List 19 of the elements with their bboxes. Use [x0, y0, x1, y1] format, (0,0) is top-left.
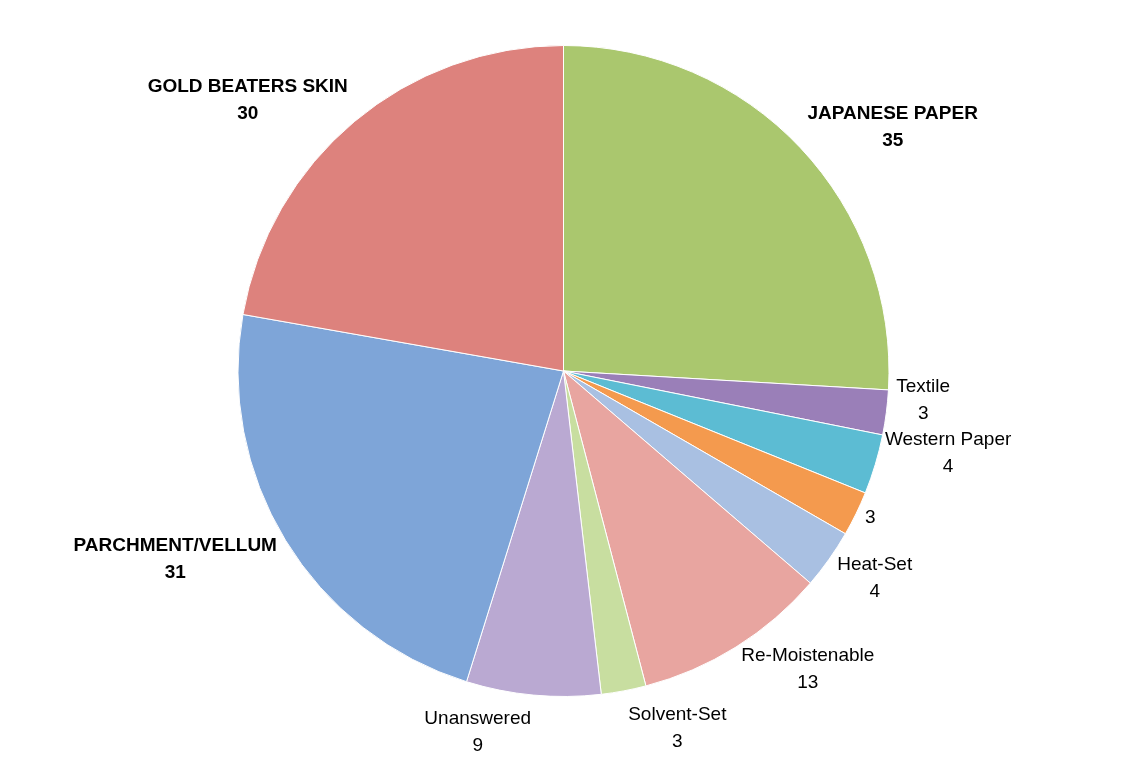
- slice-label: Re-Moistenable: [741, 643, 875, 665]
- data-label: 4: [942, 455, 954, 477]
- slice-label: Heat-Set: [837, 553, 913, 575]
- data-label: 13: [797, 670, 819, 692]
- data-label: 9: [472, 734, 483, 756]
- data-label: 31: [164, 560, 187, 582]
- data-label: 4: [869, 580, 881, 602]
- slice-label: Textile: [896, 375, 951, 397]
- data-label: 35: [882, 129, 904, 150]
- slice-label: GOLD BEATERS SKIN: [147, 75, 348, 97]
- data-label: 3: [865, 506, 876, 528]
- slice-label: PARCHMENT/VELLUM: [73, 533, 277, 555]
- slice-label: Unanswered: [424, 707, 532, 729]
- slice-label: Solvent-Set: [628, 702, 728, 724]
- data-label: 3: [917, 402, 929, 424]
- slice-label: Western Paper: [884, 428, 1012, 450]
- data-label: 30: [237, 102, 259, 124]
- slice-label: JAPANESE PAPER: [807, 102, 979, 123]
- data-label: 3: [672, 729, 683, 751]
